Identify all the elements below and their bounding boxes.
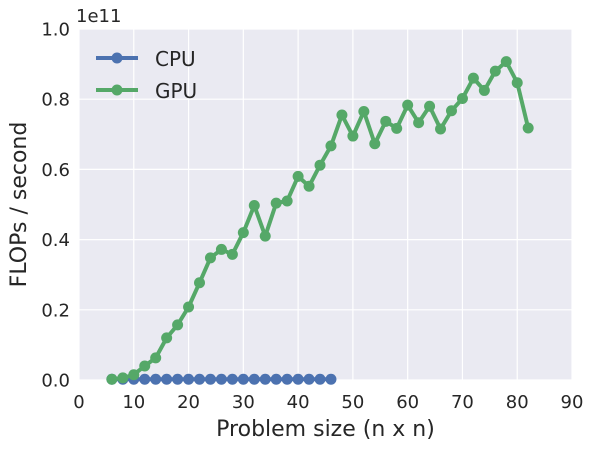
y-tick-label: 0.8 bbox=[41, 90, 70, 111]
series-gpu-point bbox=[172, 319, 184, 331]
series-gpu-point bbox=[237, 227, 249, 239]
x-tick-label: 80 bbox=[506, 392, 529, 413]
series-gpu-point bbox=[511, 77, 523, 89]
series-gpu-point bbox=[500, 56, 512, 68]
x-tick-label: 50 bbox=[341, 392, 364, 413]
series-gpu-point bbox=[215, 243, 227, 255]
series-gpu-point bbox=[303, 180, 315, 192]
y-tick-label: 1.0 bbox=[41, 20, 70, 41]
series-gpu-point bbox=[391, 122, 403, 134]
series-cpu-point bbox=[292, 373, 304, 385]
series-cpu-point bbox=[303, 373, 315, 385]
series-cpu-point bbox=[325, 373, 337, 385]
legend-gpu-marker bbox=[111, 84, 123, 96]
series-gpu-point bbox=[522, 122, 534, 134]
y-tick-label: 0.0 bbox=[41, 371, 70, 392]
series-gpu-point bbox=[435, 123, 447, 135]
legend-cpu-marker bbox=[111, 52, 123, 64]
series-cpu-point bbox=[150, 373, 162, 385]
series-cpu-point bbox=[270, 373, 282, 385]
series-gpu-point bbox=[347, 130, 359, 142]
series-gpu-point bbox=[292, 170, 304, 182]
y-multiplier-label: 1e11 bbox=[76, 6, 121, 27]
series-gpu-point bbox=[161, 332, 173, 344]
series-gpu-point bbox=[489, 65, 501, 77]
x-tick-label: 60 bbox=[396, 392, 419, 413]
series-cpu-point bbox=[314, 373, 326, 385]
series-gpu-point bbox=[358, 105, 370, 117]
series-cpu-point bbox=[226, 373, 238, 385]
series-gpu-point bbox=[478, 84, 490, 96]
series-cpu-point bbox=[204, 373, 216, 385]
series-gpu-point bbox=[413, 117, 425, 129]
y-tick-label: 0.6 bbox=[41, 160, 70, 181]
series-gpu-point bbox=[259, 230, 271, 242]
series-gpu-point bbox=[402, 99, 414, 111]
x-tick-label: 30 bbox=[232, 392, 255, 413]
series-cpu-point bbox=[259, 373, 271, 385]
series-gpu-point bbox=[204, 252, 216, 264]
series-gpu-point bbox=[117, 372, 129, 384]
series-gpu-point bbox=[128, 369, 140, 381]
series-gpu-point bbox=[248, 200, 260, 212]
series-gpu-point bbox=[314, 159, 326, 171]
series-gpu-point bbox=[369, 138, 381, 150]
series-gpu-point bbox=[226, 248, 238, 260]
series-gpu-point bbox=[336, 109, 348, 121]
series-gpu-point bbox=[380, 115, 392, 127]
series-gpu-point bbox=[106, 373, 118, 385]
series-cpu-point bbox=[183, 373, 195, 385]
x-axis-label: Problem size (n x n) bbox=[216, 417, 435, 442]
tick-labels: 0 10 20 30 40 50 60 70 80 90 0.0 0.2 0.4 0.6 0.8 1.0 bbox=[41, 20, 583, 414]
series-gpu-point bbox=[325, 140, 337, 152]
series-gpu-point bbox=[456, 92, 468, 104]
series-gpu-point bbox=[150, 352, 162, 364]
series-cpu-point bbox=[194, 373, 206, 385]
legend: CPU GPU bbox=[96, 47, 197, 103]
x-tick-label: 10 bbox=[122, 392, 145, 413]
series-gpu-point bbox=[281, 195, 293, 207]
series-gpu-point bbox=[183, 301, 195, 313]
y-tick-label: 0.2 bbox=[41, 300, 70, 321]
series-cpu-point bbox=[237, 373, 249, 385]
series-layer bbox=[106, 56, 534, 385]
series-gpu-point bbox=[424, 100, 436, 112]
series-gpu-point bbox=[194, 277, 206, 289]
x-tick-label: 90 bbox=[561, 392, 584, 413]
series-cpu-point bbox=[139, 373, 151, 385]
x-tick-label: 20 bbox=[177, 392, 200, 413]
series-cpu-point bbox=[281, 373, 293, 385]
series-gpu-point bbox=[467, 72, 479, 84]
series-gpu-point bbox=[445, 105, 457, 117]
x-tick-label: 70 bbox=[451, 392, 474, 413]
plot-area bbox=[79, 29, 572, 380]
legend-gpu-label: GPU bbox=[155, 79, 197, 103]
x-tick-label: 0 bbox=[73, 392, 84, 413]
legend-cpu-label: CPU bbox=[155, 47, 196, 71]
series-cpu-point bbox=[161, 373, 173, 385]
series-cpu-point bbox=[215, 373, 227, 385]
y-axis-label: FLOPs / second bbox=[7, 122, 32, 288]
series-gpu-point bbox=[139, 360, 151, 372]
series-cpu-point bbox=[248, 373, 260, 385]
series-gpu-point bbox=[270, 197, 282, 209]
x-tick-label: 40 bbox=[287, 392, 310, 413]
y-tick-label: 0.4 bbox=[41, 230, 70, 251]
series-cpu-point bbox=[172, 373, 184, 385]
